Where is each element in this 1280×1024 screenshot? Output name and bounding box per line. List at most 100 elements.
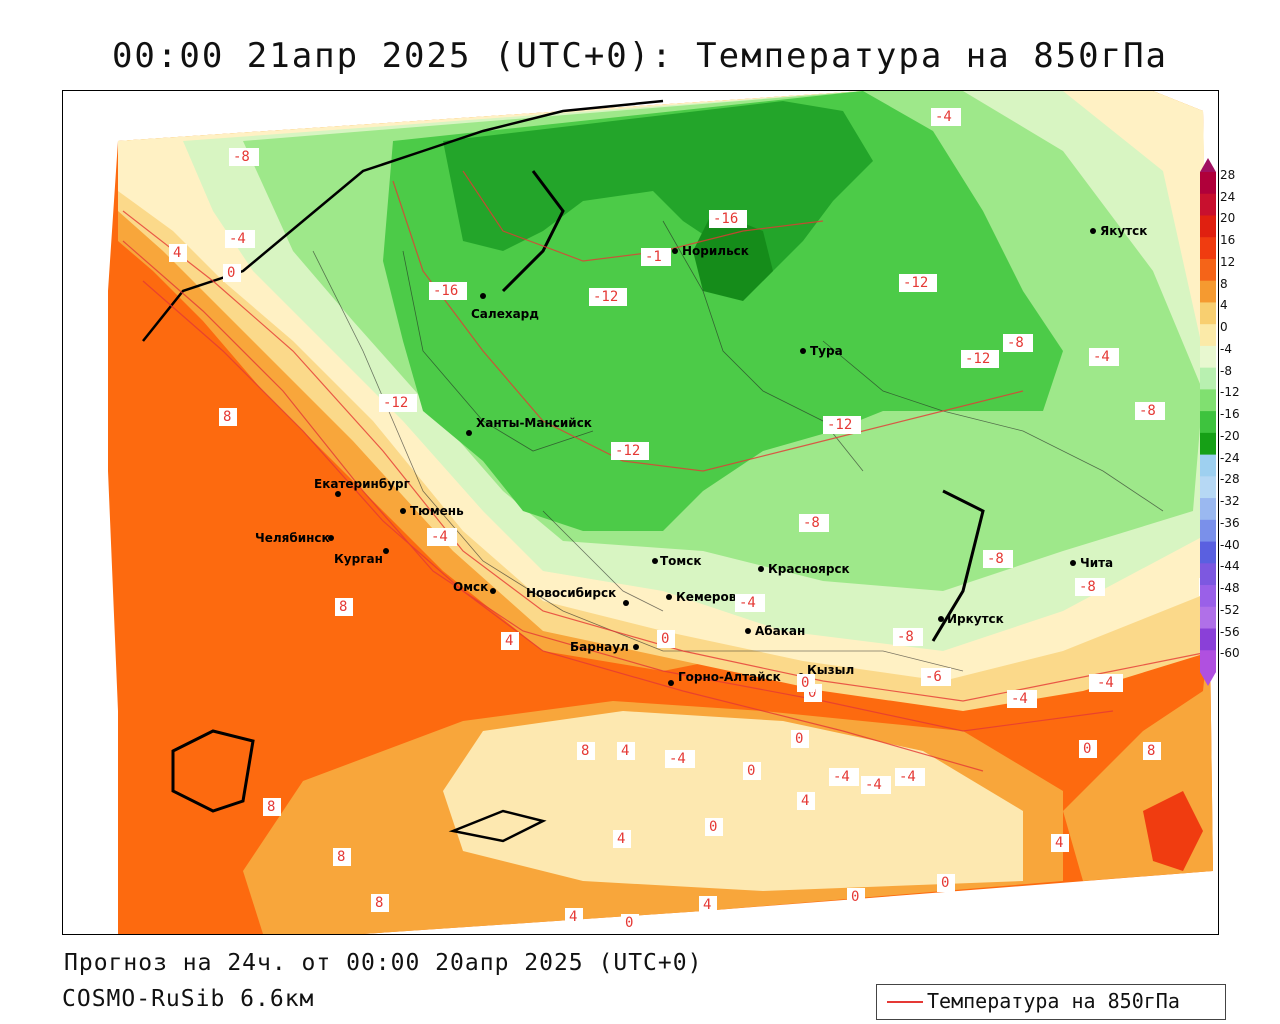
isotherm-label: -4 xyxy=(899,769,916,785)
isotherm-label: 4 xyxy=(505,633,513,649)
scale-swatch xyxy=(1200,172,1216,195)
isotherm-label: 4 xyxy=(801,793,809,809)
isotherm-label: -8 xyxy=(1007,335,1024,351)
isotherm-label: -8 xyxy=(233,149,250,165)
scale-label: 24 xyxy=(1220,189,1236,204)
isotherm-label: -12 xyxy=(903,275,928,291)
scale-label: -28 xyxy=(1220,472,1240,487)
city-label: Новосибирск xyxy=(526,586,616,600)
scale-top-arrow xyxy=(1200,158,1216,172)
scale-swatch xyxy=(1200,476,1216,499)
scale-label: 16 xyxy=(1220,233,1236,248)
isotherm-label: -12 xyxy=(827,417,852,433)
scale-bottom-arrow xyxy=(1200,672,1216,686)
scale-label: -4 xyxy=(1220,341,1232,356)
isotherm-label: 0 xyxy=(709,819,717,835)
isotherm-label: 0 xyxy=(941,875,949,891)
scale-swatch xyxy=(1200,193,1216,216)
legend-label: Температура на 850гПа xyxy=(927,989,1180,1013)
city-label: Чита xyxy=(1080,556,1113,570)
temperature-map[interactable]: Якутск Норильск Салехард Тура Ханты-Манс… xyxy=(62,90,1219,935)
isotherm-label: 0 xyxy=(851,889,859,905)
isotherm-label: 0 xyxy=(795,731,803,747)
city-label: Челябинск xyxy=(255,531,330,545)
scale-swatch xyxy=(1200,389,1216,412)
city-label: Кемерово xyxy=(676,590,745,604)
scale-label: -40 xyxy=(1220,537,1240,552)
city-label: Барнаул xyxy=(570,640,629,654)
city-label: Горно-Алтайск xyxy=(678,670,781,684)
city-label: Екатеринбург xyxy=(314,477,410,491)
scale-label: -24 xyxy=(1220,450,1240,465)
map-legend: Температура на 850гПа xyxy=(876,984,1226,1020)
scale-label: 4 xyxy=(1220,298,1228,313)
city-label: Якутск xyxy=(1100,224,1147,238)
city-label: Кызыл xyxy=(807,663,854,677)
scale-label: -56 xyxy=(1220,624,1240,639)
isotherm-label: 0 xyxy=(808,685,816,701)
scale-swatch xyxy=(1200,258,1216,282)
isotherm-label: 4 xyxy=(1055,835,1063,851)
isotherm-label: 0 xyxy=(801,675,809,691)
scale-label: 28 xyxy=(1220,168,1236,182)
isotherm-label: 8 xyxy=(581,743,589,759)
isotherm-label: 8 xyxy=(1147,743,1155,759)
scale-label: 0 xyxy=(1220,320,1228,335)
isotherm-label: 8 xyxy=(223,409,231,425)
scale-label: 20 xyxy=(1220,211,1236,226)
scale-swatch xyxy=(1200,454,1216,477)
scale-label: 12 xyxy=(1220,254,1236,269)
isotherm-label: -16 xyxy=(433,283,458,299)
isotherm-label: 4 xyxy=(173,245,181,261)
scale-label: -20 xyxy=(1220,428,1240,443)
scale-label: -52 xyxy=(1220,602,1240,617)
scale-label: -8 xyxy=(1220,363,1232,378)
isotherm-label: 8 xyxy=(339,599,347,615)
scale-swatch xyxy=(1200,563,1216,586)
color-scale: 28 24 20 16 12 8 4 0 -4 -8 -12 -16 -20 -24 -28 -32 -36 -4… xyxy=(1198,158,1268,688)
city-label: Салехард xyxy=(471,307,539,321)
model-info: COSMO-RuSib 6.6км xyxy=(62,986,315,1012)
isotherm-label: -4 xyxy=(1011,691,1028,707)
isotherm-label: 0 xyxy=(661,631,669,647)
scale-swatch xyxy=(1200,432,1216,456)
city-label: Абакан xyxy=(755,624,805,638)
isotherm-label: -12 xyxy=(965,351,990,367)
scale-label: -36 xyxy=(1220,515,1240,530)
isotherm-label: 8 xyxy=(375,895,383,911)
city-label: Томск xyxy=(660,554,702,568)
isotherm-label: 4 xyxy=(617,831,625,847)
scale-swatch xyxy=(1200,606,1216,630)
forecast-info: Прогноз на 24ч. от 00:00 20апр 2025 (UTC… xyxy=(64,950,703,976)
city-markers: Якутск Норильск Салехард Тура Ханты-Манс… xyxy=(255,224,1147,686)
isotherm-label: -4 xyxy=(1097,675,1114,691)
isotherm-label: -4 xyxy=(935,109,952,125)
city-label: Красноярск xyxy=(768,562,850,576)
legend-line-swatch xyxy=(887,1001,923,1003)
zone-minus16 xyxy=(443,101,873,281)
scale-label: -60 xyxy=(1220,646,1240,661)
scale-swatch xyxy=(1200,411,1216,434)
isotherm-label: 0 xyxy=(625,915,633,931)
scale-label: -32 xyxy=(1220,494,1240,509)
isotherm-label: -8 xyxy=(803,515,820,531)
scale-swatch xyxy=(1200,324,1216,347)
scale-swatch xyxy=(1200,650,1216,673)
isotherm-label: 0 xyxy=(1083,741,1091,757)
map-title: 00:00 21апр 2025 (UTC+0): Температура на… xyxy=(111,36,1169,76)
scale-label: -44 xyxy=(1220,559,1240,574)
scale-swatch xyxy=(1200,585,1216,608)
scale-swatch xyxy=(1200,541,1216,564)
scale-swatch xyxy=(1200,628,1216,651)
isotherm-labels: -8 -4 4 0 8 -16 -12 -16 -1 -12 -12 -4 -1… xyxy=(169,108,1213,932)
isotherm-label: -4 xyxy=(865,777,882,793)
isotherm-label: -12 xyxy=(383,395,408,411)
zone-plus12 xyxy=(1143,791,1203,871)
scale-swatch xyxy=(1200,345,1216,369)
city-label: Курган xyxy=(334,552,383,566)
isotherm-label: 4 xyxy=(621,743,629,759)
isotherm-label: -4 xyxy=(669,751,686,767)
scale-swatch xyxy=(1200,498,1216,521)
scale-label: -48 xyxy=(1220,581,1240,596)
isotherm-label: -4 xyxy=(739,595,756,611)
